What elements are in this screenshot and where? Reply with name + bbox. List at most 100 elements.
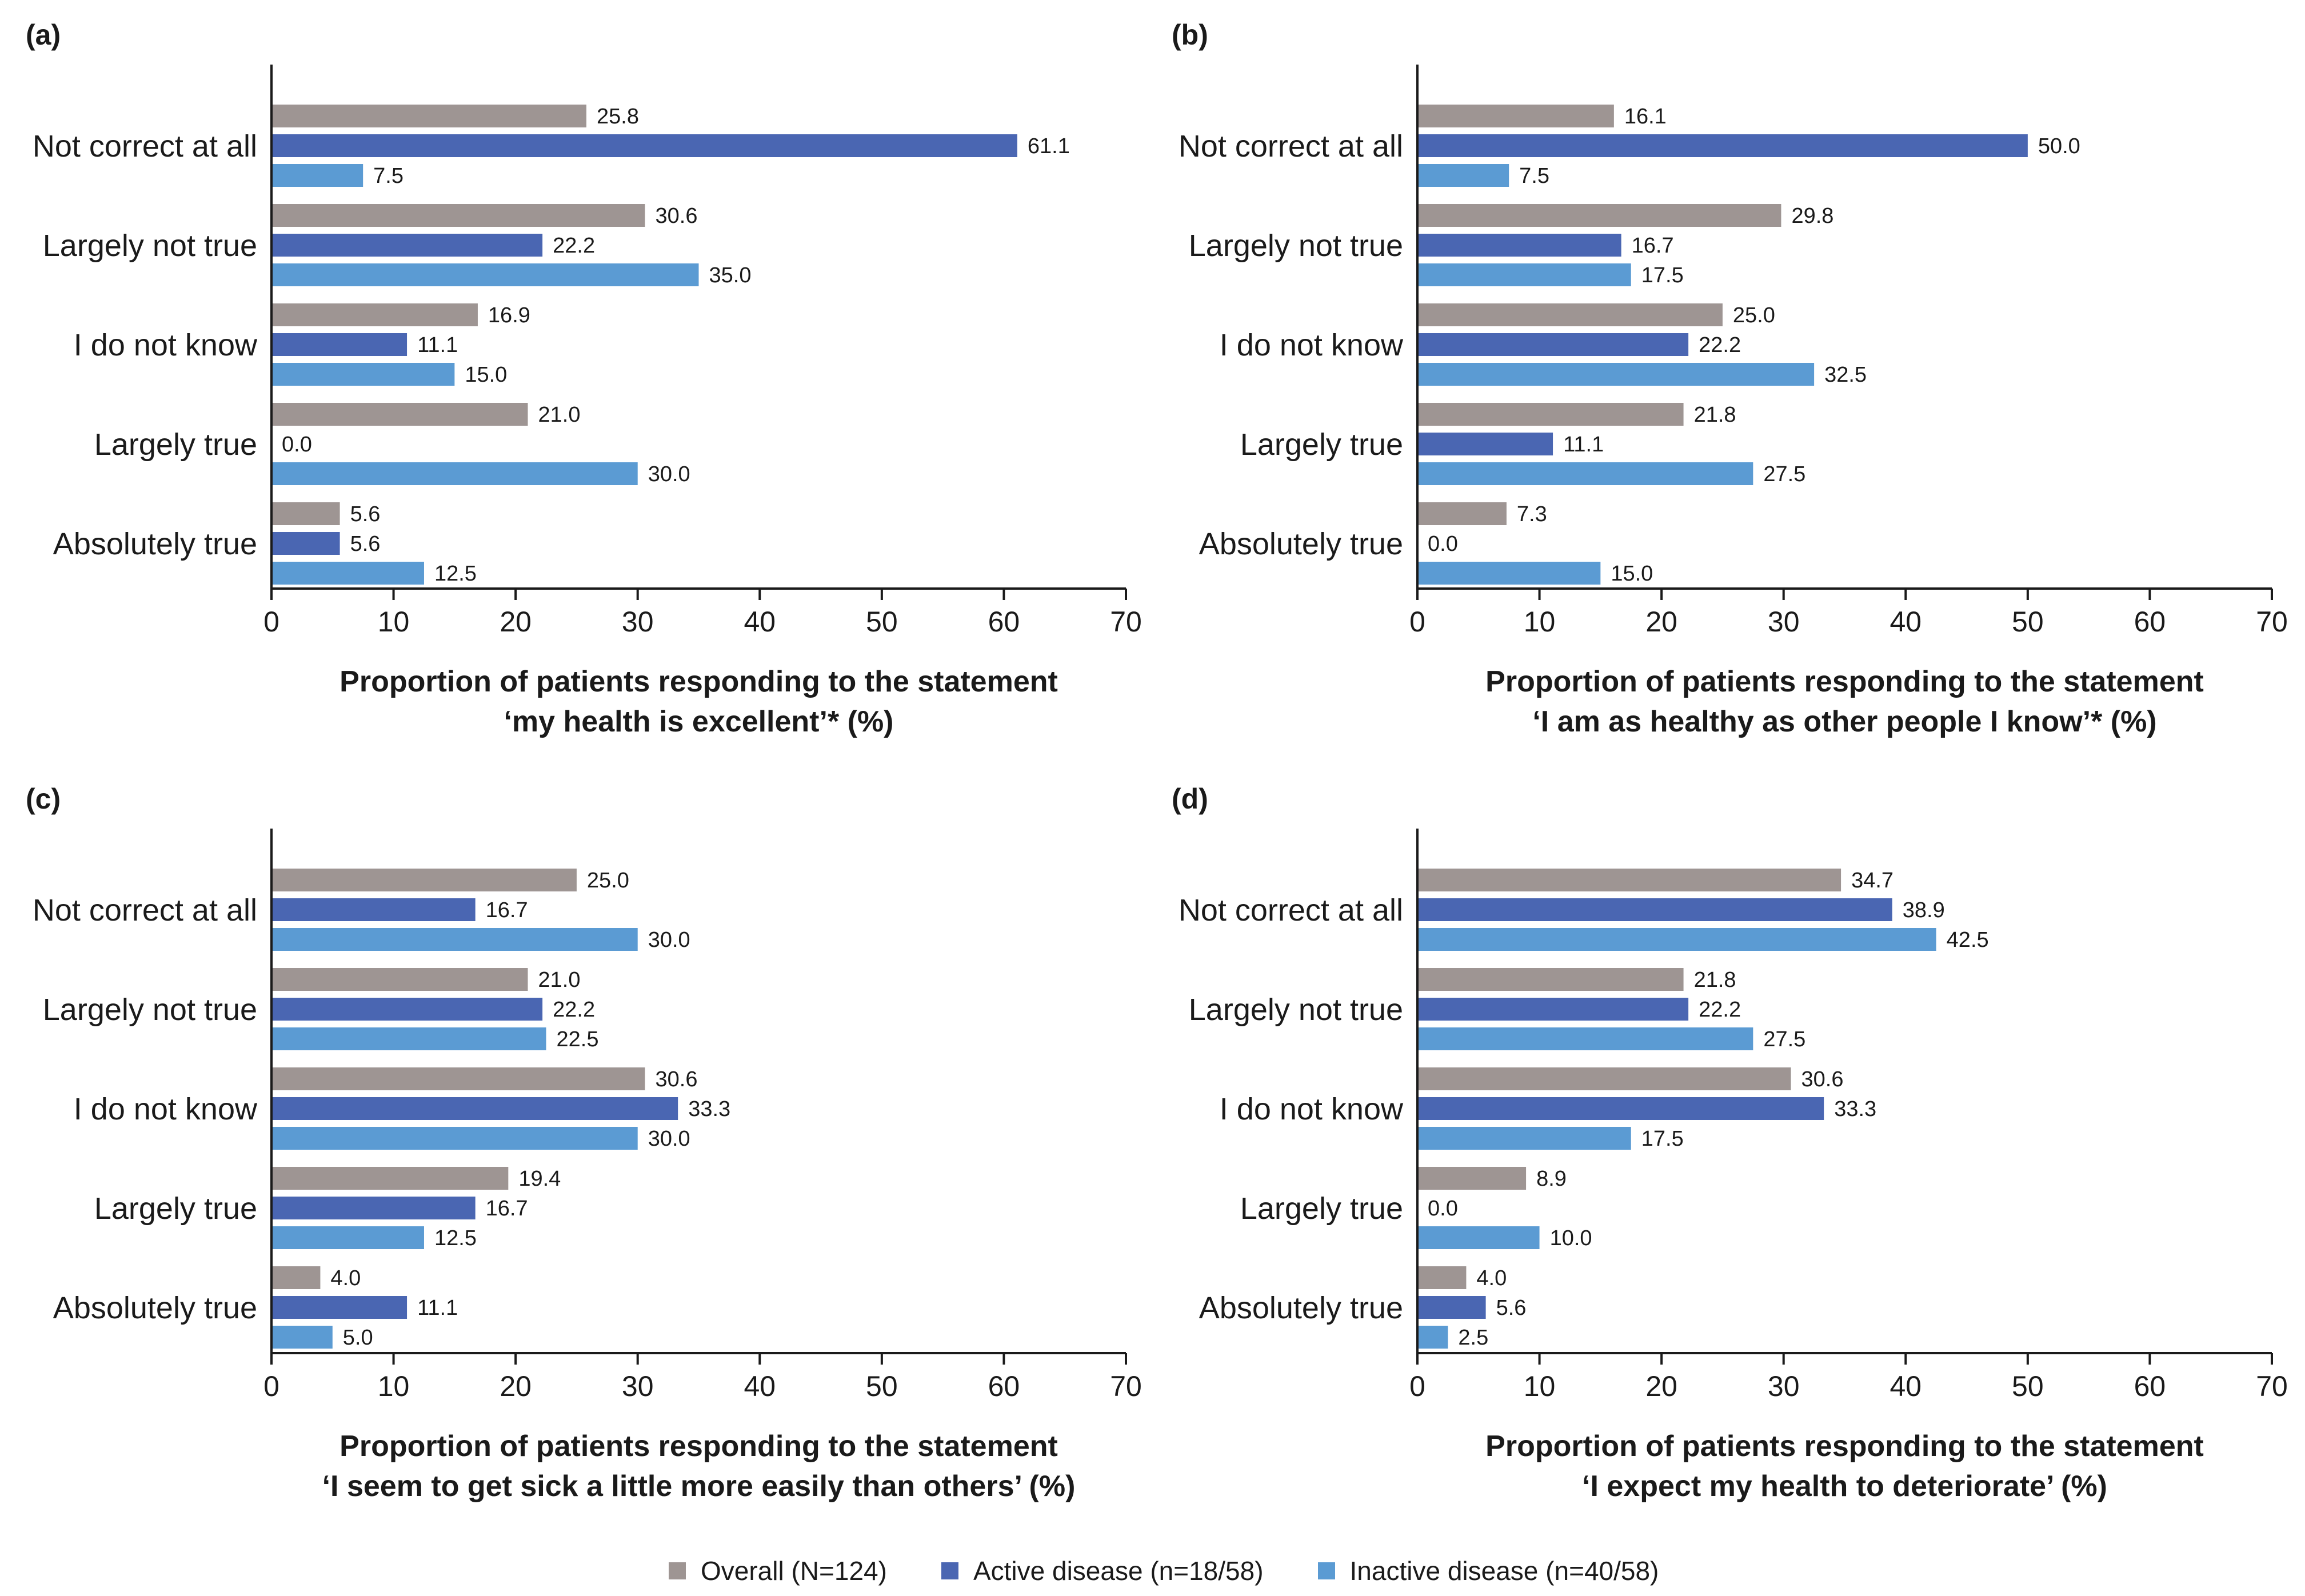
panel-b-bar-overall	[1417, 502, 1507, 525]
panel-c-bar-active	[271, 898, 476, 921]
panel-d-category-label: Not correct at all	[1179, 893, 1403, 927]
panel-a-value-label-active: 5.6	[350, 532, 381, 556]
legend-label-inactive: Inactive disease (n=40/58)	[1349, 1556, 1659, 1586]
panel-d-bar-active	[1417, 1097, 1824, 1120]
panel-d-value-label-active: 38.9	[1903, 898, 1945, 922]
panel-c-value-label-active: 16.7	[486, 1197, 528, 1221]
panel-d-x-axis-title-line: ‘I expect my health to deteriorate’ (%)	[1582, 1470, 2107, 1503]
panel-b-category-label: Largely true	[1240, 427, 1403, 462]
panel-d-category-label: Largely not true	[1189, 993, 1403, 1027]
panel-d-value-label-overall: 30.6	[1801, 1067, 1844, 1091]
panel-a-x-tick-label: 10	[378, 606, 410, 638]
panel-d-value-label-active: 0.0	[1428, 1197, 1458, 1221]
panel-b-value-label-inactive: 32.5	[1824, 363, 1867, 387]
legend-label-overall: Overall (N=124)	[701, 1556, 887, 1586]
panel-a-value-label-overall: 21.0	[538, 403, 581, 427]
panel-b-x-tick-label: 20	[1645, 606, 1677, 638]
panel-c-bar-overall	[271, 869, 577, 891]
panel-c-bar-inactive	[271, 1326, 333, 1349]
panel-b-bar-active	[1417, 333, 1689, 356]
panel-c-value-label-active: 11.1	[417, 1296, 458, 1320]
panel-b-value-label-active: 0.0	[1428, 532, 1458, 556]
panel-b-x-axis-title-line: ‘I am as healthy as other people I know’…	[1532, 705, 2156, 738]
panel-c-x-tick-label: 60	[988, 1370, 1020, 1402]
panel-c-x-axis-title-line: ‘I seem to get sick a little more easily…	[322, 1470, 1076, 1503]
panel-a-x-axis-title-line: Proportion of patients responding to the…	[339, 665, 1058, 698]
panel-c-value-label-inactive: 22.5	[557, 1027, 599, 1051]
panel-a-bar-overall	[271, 403, 528, 426]
panel-b-x-tick-label: 0	[1409, 606, 1425, 638]
panel-b-bar-inactive	[1417, 363, 1815, 386]
panel-a-value-label-active: 0.0	[282, 433, 312, 457]
panel-d-bar-inactive	[1417, 1027, 1753, 1050]
panel-b-value-label-overall: 16.1	[1624, 105, 1667, 129]
panel-d-bar-inactive	[1417, 1226, 1540, 1249]
panel-b-bar-active	[1417, 134, 2028, 157]
panel-b-x-axis-title-line: Proportion of patients responding to the…	[1485, 665, 2204, 698]
panel-a-letter: (a)	[26, 19, 61, 51]
legend-label-active: Active disease (n=18/58)	[973, 1556, 1264, 1586]
panel-d-value-label-inactive: 42.5	[1947, 928, 1989, 952]
panel-c-value-label-inactive: 30.0	[648, 1127, 690, 1151]
panel-c-category-label: Absolutely true	[53, 1291, 257, 1325]
panel-d-x-tick-label: 40	[1889, 1370, 1922, 1402]
panel-a-bar-active	[271, 234, 543, 257]
panel-c-bar-overall	[271, 1167, 509, 1190]
legend: Overall (N=124) Active disease (n=18/58)…	[669, 1555, 1659, 1586]
panel-d-value-label-overall: 21.8	[1694, 968, 1736, 992]
panel-c-bar-inactive	[271, 1226, 424, 1249]
panel-c-bar-active	[271, 1296, 408, 1319]
panel-c-x-tick-label: 10	[378, 1370, 410, 1402]
panel-b-x-tick-label: 60	[2134, 606, 2166, 638]
panel-c-value-label-overall: 30.6	[656, 1067, 698, 1091]
panel-c-value-label-active: 16.7	[486, 898, 528, 922]
panel-d-bar-active	[1417, 998, 1689, 1021]
panel-a-x-tick-label: 0	[263, 606, 279, 638]
panel-b-bar-active	[1417, 234, 1621, 257]
panel-a-value-label-inactive: 7.5	[373, 164, 404, 188]
panel-c-x-tick-label: 0	[263, 1370, 279, 1402]
panel-c-bar-active	[271, 1197, 476, 1219]
panel-c-bar-inactive	[271, 928, 638, 951]
panel-d-bar-overall	[1417, 869, 1841, 891]
panel-b-x-tick-label: 50	[2012, 606, 2044, 638]
panel-d-category-label: Absolutely true	[1199, 1291, 1403, 1325]
panel-d-value-label-inactive: 17.5	[1641, 1127, 1684, 1151]
legend-item-inactive: Inactive disease (n=40/58)	[1317, 1555, 1659, 1586]
panel-b-value-label-active: 16.7	[1632, 234, 1674, 258]
panel-c-value-label-active: 22.2	[553, 998, 595, 1022]
legend-swatch-active	[941, 1562, 958, 1579]
panel-c-bar-overall	[271, 968, 528, 991]
panel-a-x-tick-label: 70	[1110, 606, 1142, 638]
panel-a-bar-inactive	[271, 263, 699, 286]
panel-d-bar-overall	[1417, 968, 1684, 991]
panel-a-value-label-overall: 30.6	[656, 204, 698, 228]
panel-c-bar-overall	[271, 1266, 321, 1289]
panel-b-bar-overall	[1417, 105, 1614, 127]
panel-b-bar-overall	[1417, 204, 1781, 227]
panel-c-bar-overall	[271, 1067, 645, 1090]
panel-c-value-label-overall: 25.0	[587, 869, 629, 893]
panel-a-bar-inactive	[271, 363, 455, 386]
panel-a-value-label-overall: 5.6	[350, 502, 381, 526]
panel-a-bar-inactive	[271, 164, 363, 187]
panel-d-value-label-active: 22.2	[1699, 998, 1741, 1022]
panel-c-category-label: Largely true	[94, 1191, 257, 1226]
panel-a-bar-inactive	[271, 462, 638, 485]
panel-d-x-tick-label: 50	[2012, 1370, 2044, 1402]
panel-b-category-label: Absolutely true	[1199, 527, 1403, 561]
panel-b-value-label-inactive: 17.5	[1641, 263, 1684, 287]
panel-d-x-tick-label: 10	[1524, 1370, 1556, 1402]
panel-d-bar-active	[1417, 1296, 1486, 1319]
panel-d-letter: (d)	[1172, 783, 1208, 815]
panel-d-value-label-overall: 4.0	[1476, 1266, 1507, 1290]
panel-b-value-label-inactive: 15.0	[1611, 562, 1653, 586]
panel-c-x-tick-label: 30	[622, 1370, 654, 1402]
panel-b-bar-overall	[1417, 403, 1684, 426]
panel-b-bar-active	[1417, 433, 1553, 455]
panel-c-letter: (c)	[26, 783, 61, 815]
panel-b-x-tick-label: 10	[1524, 606, 1556, 638]
legend-item-overall: Overall (N=124)	[669, 1555, 887, 1586]
panel-a-bar-active	[271, 532, 340, 555]
panel-d-bar-overall	[1417, 1167, 1527, 1190]
